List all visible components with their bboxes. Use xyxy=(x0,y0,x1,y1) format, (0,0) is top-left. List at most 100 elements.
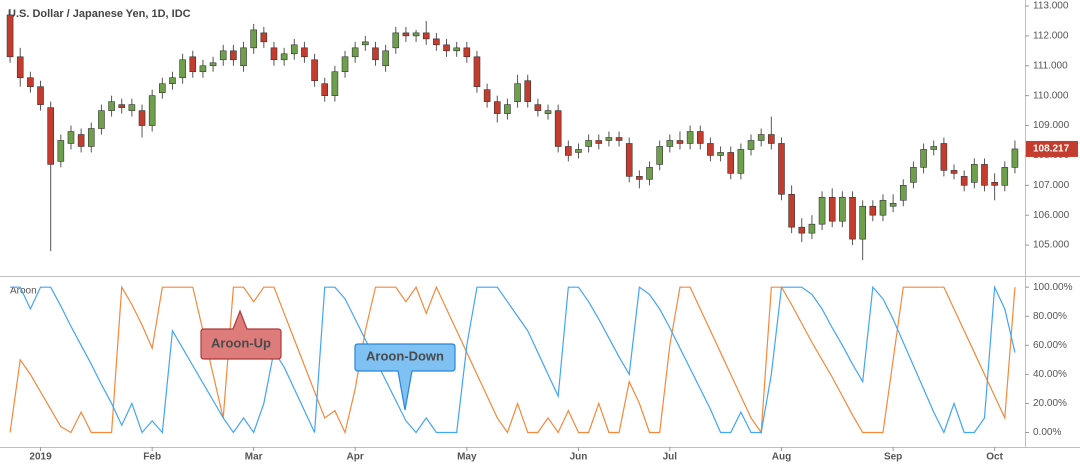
candle-body xyxy=(392,32,400,49)
x-tick-label: Mar xyxy=(245,452,263,463)
aroon-line xyxy=(10,284,1016,435)
candle-body xyxy=(47,107,54,165)
x-tick-label: Apr xyxy=(347,452,364,463)
candle-body xyxy=(910,167,917,183)
y-tick-label: 105.000 xyxy=(1033,240,1070,251)
candle-body xyxy=(981,164,988,186)
indicator-title: Aroon xyxy=(10,286,37,297)
candle-body xyxy=(108,101,115,111)
candle-body xyxy=(219,50,227,61)
candle-body xyxy=(169,77,176,84)
candle-body xyxy=(311,59,318,82)
candle-body xyxy=(950,170,958,174)
candle-body xyxy=(565,146,572,156)
candle-body xyxy=(504,104,511,114)
callout-label: Aroon-Down xyxy=(366,348,444,363)
candle-body xyxy=(808,223,816,234)
candle-body xyxy=(839,196,846,222)
candle-body xyxy=(230,50,237,61)
aroon-up-callout: Aroon-Up xyxy=(200,309,282,360)
y-tick-label: 112.000 xyxy=(1033,31,1069,42)
candle-body xyxy=(422,32,430,40)
candle-body xyxy=(707,143,714,156)
candle-body xyxy=(67,131,75,144)
candle-body xyxy=(483,89,491,102)
callout-label: Aroon-Up xyxy=(211,335,271,350)
candle-body xyxy=(128,104,136,111)
candle-body xyxy=(676,140,684,144)
x-tick-label: Aug xyxy=(772,452,791,463)
candle-body xyxy=(991,182,998,186)
x-tick-label: May xyxy=(457,452,477,463)
x-tick-label: Jun xyxy=(570,452,588,463)
chart-title: U.S. Dollar / Japanese Yen, 1D, IDC xyxy=(8,8,191,20)
candle-body xyxy=(544,110,552,114)
candle-body xyxy=(768,134,775,144)
callout-box xyxy=(354,343,456,411)
candle-body xyxy=(77,134,85,147)
candle-body xyxy=(727,152,735,174)
callout-box xyxy=(200,309,282,360)
y-tick-label: 60.00% xyxy=(1033,340,1067,351)
x-tick-label: Jul xyxy=(663,452,678,463)
candle-body xyxy=(869,205,877,216)
candle-body xyxy=(412,32,420,37)
candle-body xyxy=(788,193,795,228)
candle-body xyxy=(87,128,95,147)
candle-body xyxy=(666,140,674,147)
candle-body xyxy=(575,149,582,153)
candle-body xyxy=(290,44,298,55)
candle-body xyxy=(463,47,471,58)
y-tick-label: 110.000 xyxy=(1033,90,1069,101)
candle-body xyxy=(747,140,755,150)
candle-body xyxy=(321,83,329,96)
candle-body xyxy=(341,56,349,73)
candle-body xyxy=(686,131,694,144)
candle-body xyxy=(514,83,521,102)
candle-body xyxy=(656,146,663,165)
candle-body xyxy=(37,86,44,105)
candle-body xyxy=(250,29,257,49)
candle-body xyxy=(930,146,938,150)
candle-body xyxy=(798,226,806,234)
x-tick-label: Feb xyxy=(143,452,161,463)
candle-body xyxy=(301,47,308,58)
candle-body xyxy=(524,80,532,102)
candle-body xyxy=(240,47,247,67)
y-tick-label: 0.00% xyxy=(1033,427,1061,438)
candle-body xyxy=(889,202,897,207)
candle-body xyxy=(148,95,156,126)
aroon-down-callout: Aroon-Down xyxy=(354,343,456,411)
candle-body xyxy=(554,110,562,147)
candle-body xyxy=(372,47,379,61)
candle-body xyxy=(118,104,126,108)
candle-body xyxy=(27,77,34,87)
y-tick-label: 113.000 xyxy=(1033,1,1069,12)
candle-body xyxy=(585,140,592,147)
candle-body xyxy=(625,143,633,177)
candle-body xyxy=(615,137,623,141)
candle-body xyxy=(473,56,481,87)
y-tick-label: 40.00% xyxy=(1033,369,1067,380)
marks: 105.000106.000107.000108.000109.000110.0… xyxy=(6,1,1078,463)
y-tick-label: 106.000 xyxy=(1033,210,1070,221)
candle-body xyxy=(260,32,268,43)
candle-body xyxy=(199,65,207,73)
candle-body xyxy=(16,56,24,79)
candle-body xyxy=(57,140,65,162)
candle-body xyxy=(920,149,927,168)
candle-body xyxy=(453,47,460,52)
y-tick-label: 20.00% xyxy=(1033,398,1067,409)
candle-body xyxy=(879,199,887,216)
candle-body xyxy=(280,53,288,61)
candle-body xyxy=(818,196,826,225)
candle-body xyxy=(737,149,745,174)
candle-body xyxy=(189,56,197,73)
candle-body xyxy=(159,83,166,93)
candle-body xyxy=(402,32,410,37)
aroon-line xyxy=(9,285,1016,435)
candle-body xyxy=(595,140,603,144)
candle-body xyxy=(179,59,186,79)
